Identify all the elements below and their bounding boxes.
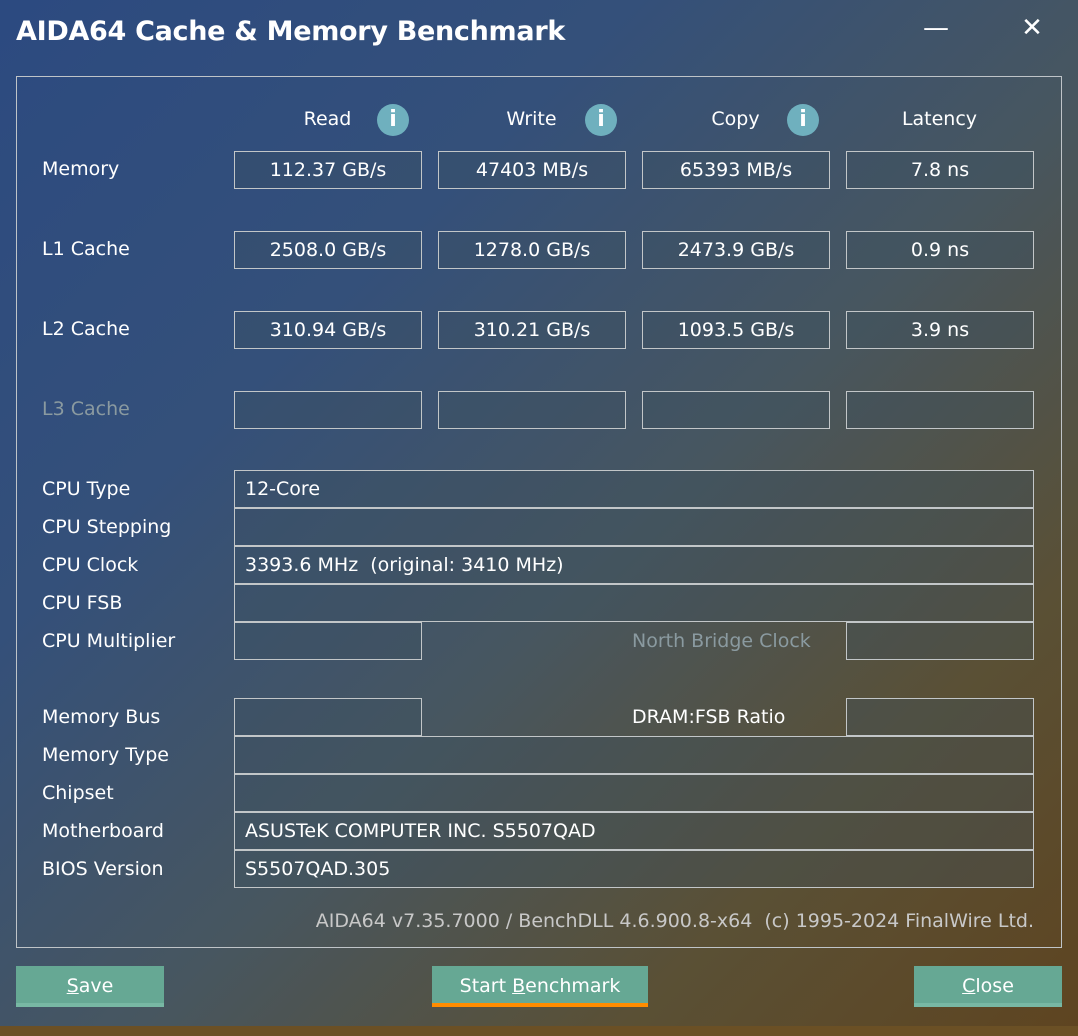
- l2-copy: 1093.5 GB/s: [642, 311, 830, 349]
- window-title: AIDA64 Cache & Memory Benchmark: [16, 16, 565, 47]
- header-copy: Copy: [711, 108, 760, 130]
- cpu-clock-label: CPU Clock: [42, 554, 139, 576]
- save-button[interactable]: Save: [16, 966, 164, 1007]
- close-button[interactable]: Close: [914, 966, 1062, 1007]
- header-latency: Latency: [901, 108, 978, 130]
- chipset-label: Chipset: [42, 782, 114, 804]
- start-benchmark-button[interactable]: Start Benchmark: [432, 966, 648, 1007]
- minimize-button[interactable]: —: [916, 10, 956, 46]
- close-label: lose: [975, 975, 1014, 997]
- l2-latency: 3.9 ns: [846, 311, 1034, 349]
- l1-read: 2508.0 GB/s: [234, 231, 422, 269]
- info-icon[interactable]: i: [787, 104, 819, 136]
- close-icon: ✕: [1021, 13, 1043, 43]
- row-label-memory: Memory: [42, 158, 120, 180]
- cpu-clock-value: 3393.6 MHz (original: 3410 MHz): [234, 546, 1034, 584]
- results-panel: [16, 76, 1062, 948]
- header-write: Write: [506, 108, 557, 130]
- motherboard-label: Motherboard: [42, 820, 164, 842]
- row-label-l1: L1 Cache: [42, 238, 130, 260]
- start-label-rest: enchmark: [525, 975, 621, 997]
- info-icon[interactable]: i: [585, 104, 617, 136]
- north-bridge-clock-label: North Bridge Clock: [632, 630, 811, 652]
- cpu-fsb-value: [234, 584, 1034, 622]
- row-label-l2: L2 Cache: [42, 318, 130, 340]
- cpu-multiplier-value: [234, 622, 422, 660]
- start-accelerator: B: [512, 975, 526, 997]
- version-footer: AIDA64 v7.35.7000 / BenchDLL 4.6.900.8-x…: [315, 910, 1034, 932]
- memory-type-label: Memory Type: [42, 744, 169, 766]
- chipset-value: [234, 774, 1034, 812]
- memory-latency: 7.8 ns: [846, 151, 1034, 189]
- cpu-type-value: 12-Core: [234, 470, 1034, 508]
- cpu-stepping-value: [234, 508, 1034, 546]
- dram-fsb-ratio-label: DRAM:FSB Ratio: [632, 706, 786, 728]
- bottom-border: [0, 1026, 1078, 1036]
- bios-version-value: S5507QAD.305: [234, 850, 1034, 888]
- motherboard-value: ASUSTeK COMPUTER INC. S5507QAD: [234, 812, 1034, 850]
- l1-latency: 0.9 ns: [846, 231, 1034, 269]
- memory-copy: 65393 MB/s: [642, 151, 830, 189]
- memory-read: 112.37 GB/s: [234, 151, 422, 189]
- save-accelerator: S: [66, 975, 79, 997]
- l2-read: 310.94 GB/s: [234, 311, 422, 349]
- l3-copy: [642, 391, 830, 429]
- l1-write: 1278.0 GB/s: [438, 231, 626, 269]
- memory-bus-value: [234, 698, 422, 736]
- l1-copy: 2473.9 GB/s: [642, 231, 830, 269]
- bios-version-label: BIOS Version: [42, 858, 164, 880]
- memory-bus-label: Memory Bus: [42, 706, 161, 728]
- l2-write: 310.21 GB/s: [438, 311, 626, 349]
- row-label-l3: L3 Cache: [42, 398, 130, 420]
- close-accelerator: C: [962, 975, 976, 997]
- cpu-multiplier-label: CPU Multiplier: [42, 630, 176, 652]
- header-read: Read: [303, 108, 352, 130]
- info-icon[interactable]: i: [377, 104, 409, 136]
- cpu-fsb-label: CPU FSB: [42, 592, 123, 614]
- l3-latency: [846, 391, 1034, 429]
- memory-write: 47403 MB/s: [438, 151, 626, 189]
- minimize-icon: —: [923, 13, 949, 43]
- north-bridge-clock-value: [846, 622, 1034, 660]
- close-window-button[interactable]: ✕: [1012, 10, 1052, 46]
- cpu-stepping-label: CPU Stepping: [42, 516, 172, 538]
- cpu-type-label: CPU Type: [42, 478, 131, 500]
- start-label: Start: [459, 975, 513, 997]
- l3-write: [438, 391, 626, 429]
- memory-type-value: [234, 736, 1034, 774]
- dram-fsb-ratio-value: [846, 698, 1034, 736]
- save-label: ave: [78, 975, 114, 997]
- l3-read: [234, 391, 422, 429]
